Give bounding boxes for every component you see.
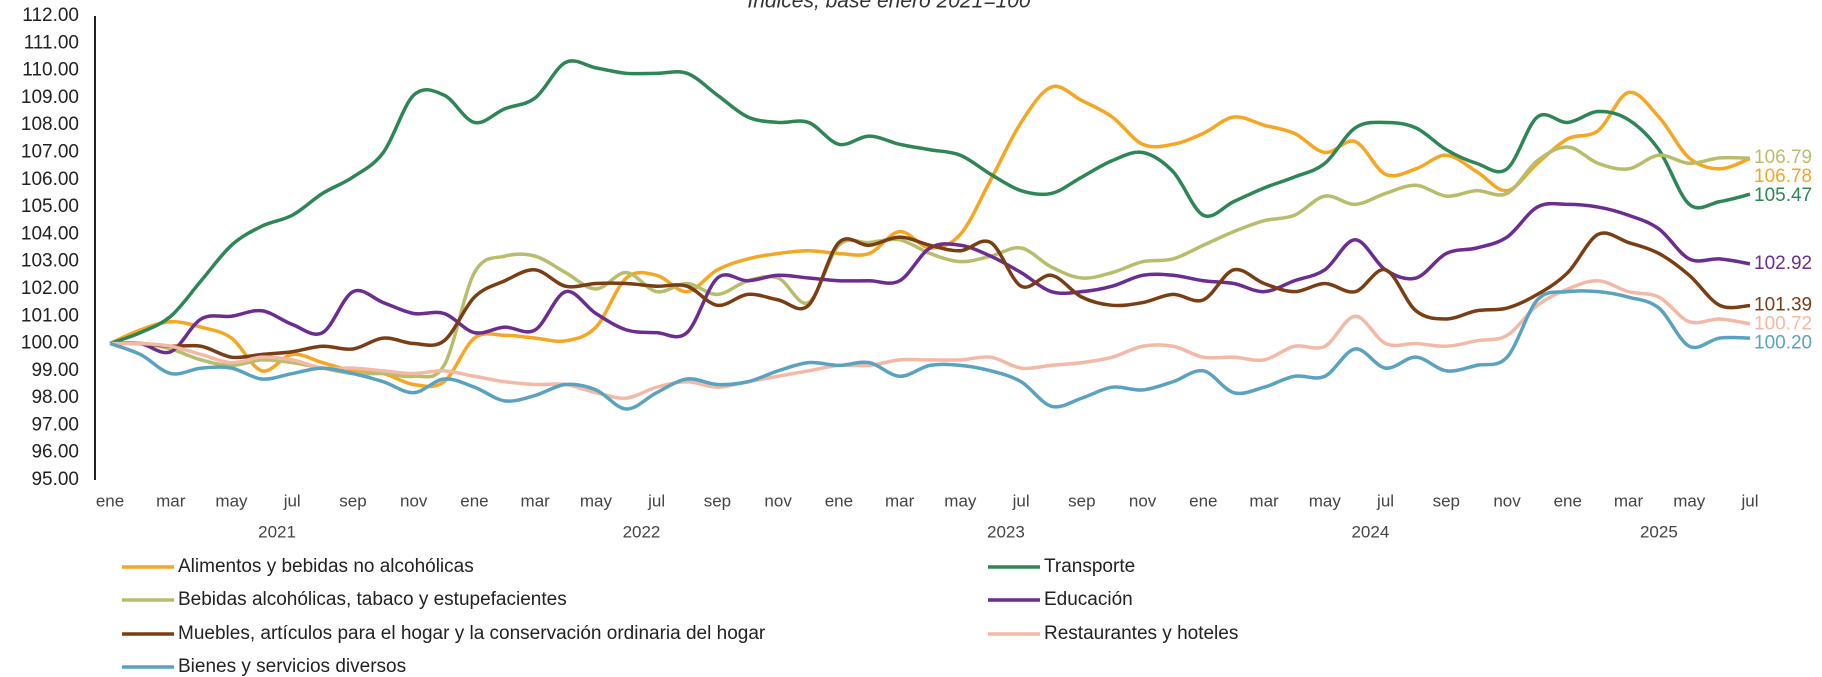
line-series — [109, 59, 1751, 346]
end-label: 100.72 — [1754, 314, 1812, 335]
year-label: 2024 — [1351, 522, 1389, 541]
x-tick-label: mar — [156, 491, 186, 510]
x-tick-label: may — [1309, 491, 1342, 510]
x-tick-label: nov — [1129, 491, 1157, 510]
x-tick-label: nov — [764, 491, 792, 510]
x-tick-label: mar — [1249, 491, 1279, 510]
y-tick-label: 104.00 — [21, 223, 79, 244]
end-label: 106.79 — [1754, 147, 1812, 168]
y-tick-label: 103.00 — [21, 251, 79, 272]
line-series — [109, 145, 1751, 379]
x-tick-label: sep — [1433, 491, 1460, 510]
x-tick-label: sep — [1068, 491, 1095, 510]
chart-subtitle: Índices, base enero 2021=100 — [747, 0, 1030, 13]
x-tick-label: ene — [825, 491, 853, 510]
x-tick-label: mar — [885, 491, 915, 510]
end-label: 101.39 — [1754, 295, 1812, 316]
end-label: 105.47 — [1754, 185, 1812, 206]
y-tick-label: 100.00 — [21, 333, 79, 354]
x-tick-label: ene — [1189, 491, 1217, 510]
x-tick-label: jul — [1012, 491, 1030, 510]
legend-label: Bienes y servicios diversos — [178, 656, 406, 677]
y-tick-label: 95.00 — [31, 469, 79, 490]
legend-label: Restaurantes y hoteles — [1044, 623, 1238, 644]
legend-label: Transporte — [1044, 556, 1135, 577]
x-tick-label: jul — [647, 491, 665, 510]
year-label: 2022 — [623, 522, 661, 541]
x-tick-label: nov — [1493, 491, 1521, 510]
x-tick-label: ene — [460, 491, 488, 510]
x-tick-label: ene — [96, 491, 124, 510]
x-tick-label: jul — [1740, 491, 1758, 510]
x-tick-label: nov — [400, 491, 428, 510]
end-label: 106.78 — [1754, 166, 1812, 187]
legend-label: Educación — [1044, 589, 1133, 610]
y-tick-label: 97.00 — [31, 414, 79, 435]
y-tick-label: 96.00 — [31, 442, 79, 463]
end-label: 100.20 — [1754, 333, 1812, 354]
line-series — [109, 231, 1751, 360]
y-tick-label: 111.00 — [24, 32, 79, 53]
y-tick-label: 105.00 — [21, 196, 79, 217]
x-tick-label: may — [215, 491, 248, 510]
y-tick-label: 106.00 — [21, 169, 79, 190]
y-tick-label: 102.00 — [21, 278, 79, 299]
x-tick-label: sep — [704, 491, 731, 510]
legend-label: Bebidas alcohólicas, tabaco y estupefaci… — [178, 589, 567, 610]
x-tick-label: mar — [521, 491, 551, 510]
y-tick-label: 99.00 — [31, 360, 79, 381]
x-tick-label: ene — [1554, 491, 1582, 510]
y-tick-label: 107.00 — [21, 141, 79, 162]
x-tick-label: jul — [283, 491, 301, 510]
line-series — [109, 279, 1751, 400]
line-series — [109, 289, 1751, 411]
y-tick-label: 108.00 — [21, 114, 79, 135]
x-tick-label: jul — [1376, 491, 1394, 510]
year-label: 2023 — [987, 522, 1025, 541]
legend-label: Alimentos y bebidas no alcohólicas — [178, 556, 474, 577]
y-tick-label: 101.00 — [21, 305, 79, 326]
x-tick-label: mar — [1614, 491, 1644, 510]
line-series — [109, 201, 1751, 355]
y-tick-label: 109.00 — [21, 87, 79, 108]
x-tick-label: may — [1673, 491, 1706, 510]
end-label: 102.92 — [1754, 253, 1812, 274]
line-series — [109, 84, 1751, 389]
x-tick-label: sep — [339, 491, 366, 510]
legend-label: Muebles, artículos para el hogar y la co… — [178, 623, 766, 644]
x-tick-label: may — [580, 491, 613, 510]
y-tick-label: 112.00 — [22, 5, 79, 26]
year-label: 2021 — [258, 522, 296, 541]
y-tick-label: 110.00 — [22, 60, 79, 81]
x-tick-label: may — [944, 491, 977, 510]
y-tick-label: 98.00 — [31, 387, 79, 408]
year-label: 2025 — [1640, 522, 1678, 541]
